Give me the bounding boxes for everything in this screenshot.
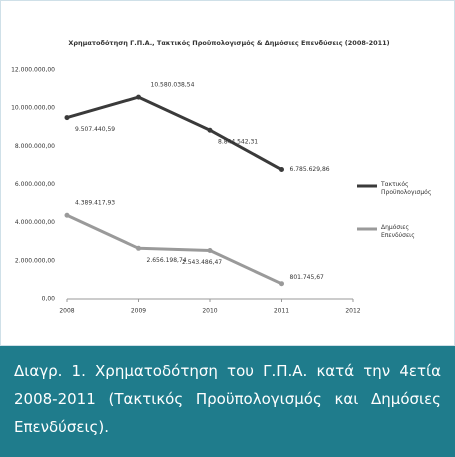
data-point	[136, 245, 141, 251]
data-point	[279, 167, 284, 173]
data-label: 4.389.417,93	[75, 200, 115, 207]
data-point	[207, 127, 213, 133]
x-tick-label: 2011	[274, 308, 289, 315]
data-label: 8.844.542,31	[218, 139, 258, 146]
data-point	[64, 212, 70, 218]
y-tick-label: 4.000.000,00	[15, 219, 55, 226]
y-tick-label: 2.000.000,00	[15, 257, 55, 264]
chart: Χρηματοδότηση Γ.Π.Α., Τακτικός Προϋπολογ…	[11, 39, 431, 315]
data-label: 2.543.486,47	[182, 259, 222, 266]
y-tick-label: 10.000.000,00	[11, 105, 55, 112]
x-tick-label: 2009	[131, 308, 146, 315]
data-label: 801.745,67	[290, 274, 325, 281]
y-tick-label: 12.000.000,00	[11, 67, 55, 74]
x-tick-label: 2008	[59, 308, 74, 315]
series-line	[66, 213, 283, 286]
data-point	[136, 94, 141, 100]
figure-caption: Διαγρ. 1. Χρηματοδότηση του Γ.Π.Α. κατά …	[0, 346, 455, 457]
y-tick-label: 8.000.000,00	[15, 143, 55, 150]
data-point	[279, 281, 284, 287]
data-label: 6.785.629,86	[290, 166, 330, 173]
data-point	[207, 247, 213, 253]
chart-title: Χρηματοδότηση Γ.Π.Α., Τακτικός Προϋπολογ…	[68, 39, 389, 47]
x-tick-label: 2010	[202, 308, 217, 315]
data-label: 9.507.440,59	[75, 126, 115, 133]
series-line	[66, 95, 283, 171]
data-label: 10.580.038,54	[151, 82, 195, 89]
y-tick-label: 6.000.000,00	[15, 181, 55, 188]
chart-frame: Χρηματοδότηση Γ.Π.Α., Τακτικός Προϋπολογ…	[0, 0, 455, 346]
legend-label: Δημόσιες Επενδύσεις	[381, 224, 415, 239]
data-label: 2.656.198,74	[147, 257, 187, 264]
y-tick-label: 0,00	[42, 296, 56, 303]
legend-label: Τακτικός Προϋπολογισμός	[380, 181, 431, 196]
data-point	[64, 115, 70, 121]
x-tick-label: 2012	[345, 308, 360, 315]
